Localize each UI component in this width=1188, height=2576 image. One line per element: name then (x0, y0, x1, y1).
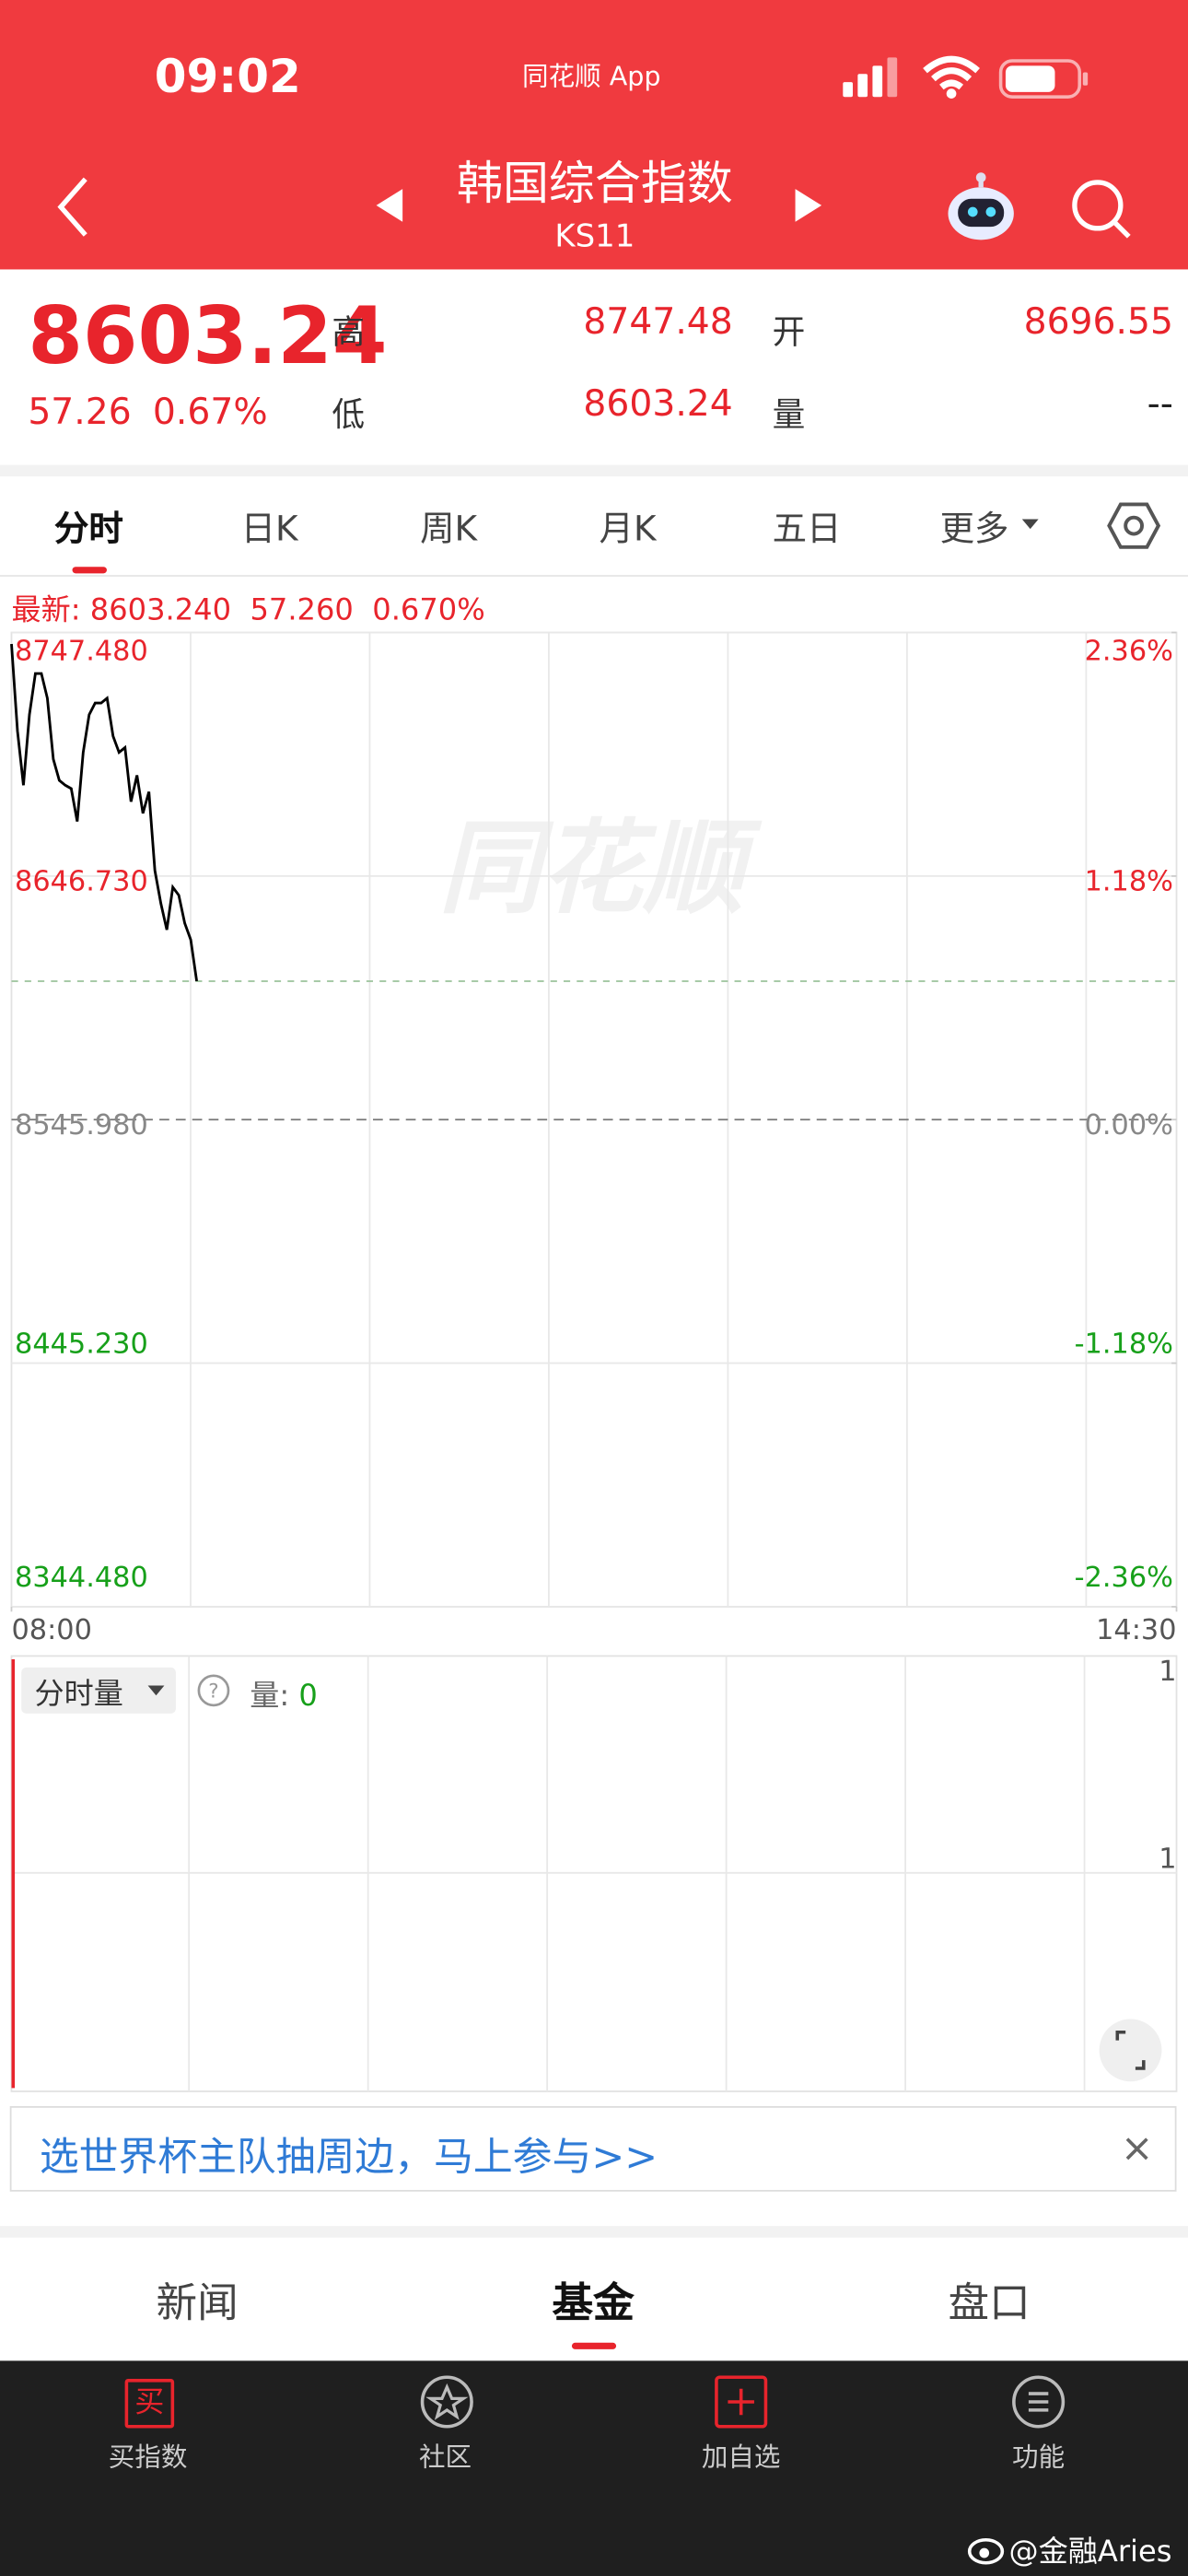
community-icon[interactable] (415, 2372, 478, 2431)
x-tick-label: 08:00 (11, 1614, 91, 1646)
y2-tick-label: 1.18% (1085, 866, 1173, 898)
volume-selector-label[interactable]: 分时量 (34, 1677, 123, 1713)
volume-value: 0 (298, 1679, 318, 1714)
y2-tick-label: -2.36% (1075, 1562, 1173, 1594)
high-label: 高 (332, 311, 366, 352)
latest-label: 最新: (11, 592, 81, 628)
separator (0, 2226, 1188, 2238)
latest-price: 8603.240 (89, 592, 232, 628)
buy-icon[interactable]: 买 (124, 2379, 175, 2429)
low-label: 低 (332, 393, 366, 434)
y-tick-label: 8445.230 (15, 1328, 148, 1360)
y-tick-label: 8646.730 (15, 866, 148, 898)
x-tick-label: 14:30 (1096, 1614, 1176, 1646)
volume-panel: ? (10, 1655, 1178, 2092)
y2-tick-label: -1.18% (1075, 1328, 1173, 1360)
section-tab[interactable]: 盘口 (948, 2278, 1031, 2326)
volume-label: 量: (250, 1679, 290, 1714)
latest-percent: 0.670% (372, 592, 485, 628)
open-label: 开 (772, 311, 806, 352)
status-icons (843, 55, 1089, 99)
section-tab[interactable]: 新闻 (156, 2278, 239, 2326)
function-icon[interactable] (1010, 2374, 1066, 2430)
page-code: KS11 (554, 218, 635, 255)
volume-selector[interactable] (21, 1667, 176, 1714)
weibo-logo (967, 2537, 1005, 2565)
chart-tab[interactable]: 周K (420, 509, 478, 549)
chart-tab[interactable]: 分时 (53, 509, 123, 549)
y-tick-label: 8747.480 (15, 635, 148, 667)
add-watch-icon[interactable] (713, 2374, 769, 2430)
volume-label: 量 (772, 393, 806, 434)
status-time: 09:02 (154, 49, 301, 104)
y-tick-label: 8545.980 (15, 1109, 148, 1142)
volume-axis-label: 1 (1159, 1656, 1177, 1690)
nav-label[interactable]: 加自选 (701, 2441, 781, 2473)
nav-label[interactable]: 功能 (1012, 2441, 1066, 2473)
chart-tab[interactable]: 更多 (939, 509, 1009, 549)
search-button[interactable] (1066, 174, 1136, 243)
y2-tick-label: 2.36% (1085, 635, 1173, 667)
svg-text:?: ? (208, 1680, 218, 1704)
banner[interactable] (9, 2106, 1177, 2192)
volume-value: -- (1147, 384, 1173, 426)
price-chart: 同花顺 8747.480 8646.730 8545.980 8445.230 8344… (10, 631, 1178, 1646)
settings-button[interactable] (1106, 499, 1162, 552)
chart-watermark: 同花顺 (438, 810, 762, 929)
more-arrow (1021, 519, 1039, 530)
next-button[interactable] (788, 184, 828, 227)
nav-label[interactable]: 社区 (418, 2441, 472, 2473)
dropdown-arrow (147, 1685, 165, 1696)
separator (0, 464, 1188, 477)
watermark: @金融Aries (1008, 2535, 1172, 2570)
back-button[interactable] (50, 172, 99, 241)
open-value: 8696.55 (1023, 302, 1173, 344)
quote-price: 8603.24 (28, 290, 388, 383)
page-title: 韩国综合指数 (456, 156, 733, 211)
nav-label[interactable]: 买指数 (108, 2441, 188, 2473)
banner-close[interactable] (1121, 2133, 1154, 2166)
volume-axis-label: 1 (1159, 1843, 1177, 1877)
prev-button[interactable] (369, 184, 409, 227)
banner-text[interactable]: 选世界杯主队抽周边，马上参与>> (39, 2134, 658, 2181)
chart-tab[interactable]: 日K (240, 509, 298, 549)
chart-tab[interactable]: 月K (599, 509, 657, 549)
section-tab[interactable]: 基金 (552, 2278, 635, 2326)
divider (0, 575, 1188, 577)
quote-percent: 0.67% (152, 392, 268, 434)
y-tick-label: 8344.480 (15, 1562, 148, 1594)
y2-tick-label: 0.00% (1085, 1109, 1173, 1142)
high-value: 8747.48 (583, 302, 733, 344)
latest-change: 57.260 (250, 592, 354, 628)
volume-text: 量: 0 (250, 1672, 318, 1715)
low-value: 8603.24 (583, 384, 733, 426)
chart-tab[interactable]: 五日 (772, 509, 842, 549)
robot-button[interactable] (943, 170, 1019, 246)
status-app: 同花顺 App (522, 60, 661, 92)
latest-row: 最新: 8603.240 57.260 0.670% (11, 587, 484, 629)
price-line (10, 643, 199, 982)
tab-indicator (72, 567, 107, 574)
section-indicator (571, 2342, 617, 2349)
quote-change: 57.26 (28, 392, 132, 434)
